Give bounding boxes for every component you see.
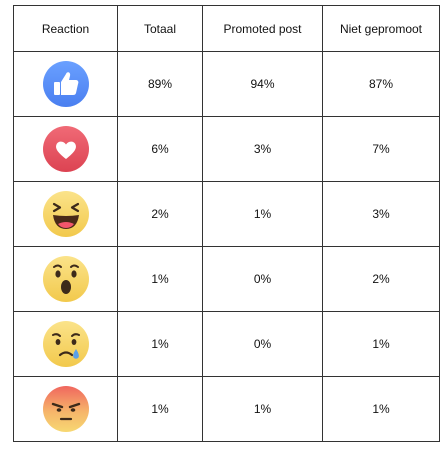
value-niet-gepromoot: 3% xyxy=(322,181,440,247)
table-row: 89% 94% 87% xyxy=(13,51,440,117)
value-totaal: 6% xyxy=(117,116,203,182)
reaction-cell xyxy=(13,51,118,117)
wow-icon xyxy=(42,256,89,302)
value-promoted-post: 0% xyxy=(202,311,323,377)
value-niet-gepromoot: 1% xyxy=(322,376,440,442)
value-niet-gepromoot: 7% xyxy=(322,116,440,182)
haha-icon xyxy=(42,191,89,237)
value-totaal: 89% xyxy=(117,51,203,117)
value-totaal: 1% xyxy=(117,376,203,442)
like-icon xyxy=(42,61,89,107)
table-row: 6% 3% 7% xyxy=(13,116,440,182)
header-niet-gepromoot: Niet gepromoot xyxy=(322,5,440,52)
reaction-cell xyxy=(13,246,118,312)
header-reaction: Reaction xyxy=(13,5,118,52)
table-row: 1% 1% 1% xyxy=(13,376,440,442)
value-totaal: 1% xyxy=(117,311,203,377)
reaction-cell xyxy=(13,376,118,442)
angry-icon xyxy=(42,386,89,432)
value-promoted-post: 94% xyxy=(202,51,323,117)
reaction-cell xyxy=(13,116,118,182)
header-totaal: Totaal xyxy=(117,5,203,52)
value-niet-gepromoot: 2% xyxy=(322,246,440,312)
value-promoted-post: 3% xyxy=(202,116,323,182)
reaction-cell xyxy=(13,311,118,377)
love-icon xyxy=(42,126,89,172)
sad-icon xyxy=(42,321,89,367)
reactions-table: Reaction Totaal Promoted post Niet gepro… xyxy=(13,5,440,442)
table-row: 2% 1% 3% xyxy=(13,181,440,247)
value-promoted-post: 1% xyxy=(202,376,323,442)
reaction-cell xyxy=(13,181,118,247)
header-promoted-post: Promoted post xyxy=(202,5,323,52)
value-totaal: 1% xyxy=(117,246,203,312)
value-niet-gepromoot: 87% xyxy=(322,51,440,117)
header-row: Reaction Totaal Promoted post Niet gepro… xyxy=(13,5,440,52)
value-promoted-post: 1% xyxy=(202,181,323,247)
table-row: 1% 0% 1% xyxy=(13,311,440,377)
table-row: 1% 0% 2% xyxy=(13,246,440,312)
value-promoted-post: 0% xyxy=(202,246,323,312)
value-niet-gepromoot: 1% xyxy=(322,311,440,377)
value-totaal: 2% xyxy=(117,181,203,247)
